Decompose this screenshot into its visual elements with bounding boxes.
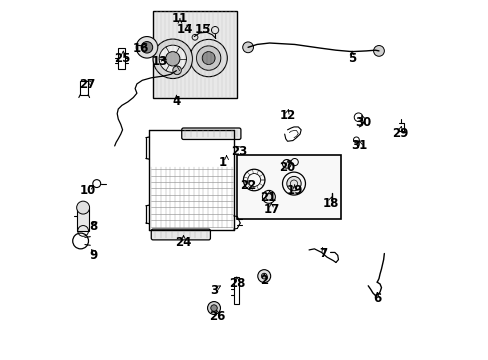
Bar bbox=[237, 155, 341, 220]
Text: 7: 7 bbox=[319, 247, 327, 260]
Text: 30: 30 bbox=[354, 116, 370, 129]
Text: 15: 15 bbox=[195, 23, 211, 36]
Text: 18: 18 bbox=[322, 197, 338, 210]
Text: 6: 6 bbox=[372, 292, 381, 305]
Text: 25: 25 bbox=[113, 51, 130, 64]
Text: 4: 4 bbox=[172, 95, 180, 108]
Text: 24: 24 bbox=[175, 236, 191, 249]
Text: 2: 2 bbox=[260, 274, 268, 287]
Circle shape bbox=[202, 51, 215, 64]
Text: 27: 27 bbox=[79, 78, 95, 91]
Circle shape bbox=[242, 42, 253, 53]
Circle shape bbox=[373, 45, 384, 56]
Circle shape bbox=[257, 270, 270, 283]
Bar bbox=[118, 48, 124, 69]
Circle shape bbox=[261, 273, 266, 279]
Circle shape bbox=[141, 41, 152, 53]
Text: 22: 22 bbox=[240, 179, 256, 192]
Text: 12: 12 bbox=[279, 109, 295, 122]
Circle shape bbox=[159, 45, 186, 72]
Text: 26: 26 bbox=[209, 310, 225, 323]
Text: 10: 10 bbox=[79, 184, 95, 197]
Polygon shape bbox=[153, 12, 237, 98]
Text: 8: 8 bbox=[89, 220, 97, 233]
Text: 1: 1 bbox=[219, 156, 226, 169]
Circle shape bbox=[136, 37, 158, 58]
Circle shape bbox=[77, 201, 89, 214]
Circle shape bbox=[153, 39, 192, 78]
Text: 16: 16 bbox=[132, 41, 148, 54]
FancyBboxPatch shape bbox=[151, 229, 210, 240]
Text: 17: 17 bbox=[263, 203, 279, 216]
Text: 28: 28 bbox=[229, 278, 245, 291]
Bar bbox=[234, 277, 239, 304]
Text: 21: 21 bbox=[259, 191, 275, 204]
Text: 3: 3 bbox=[209, 284, 218, 297]
Text: 14: 14 bbox=[177, 23, 193, 36]
Circle shape bbox=[165, 51, 180, 66]
FancyBboxPatch shape bbox=[182, 128, 241, 139]
Circle shape bbox=[210, 305, 217, 311]
Text: 9: 9 bbox=[89, 249, 97, 262]
Text: 23: 23 bbox=[230, 145, 247, 158]
Text: 13: 13 bbox=[152, 55, 168, 68]
Text: 11: 11 bbox=[171, 12, 188, 25]
Text: 20: 20 bbox=[279, 161, 295, 174]
Circle shape bbox=[207, 302, 220, 315]
Circle shape bbox=[196, 46, 221, 70]
Circle shape bbox=[328, 188, 335, 195]
Bar bbox=[77, 208, 89, 231]
Circle shape bbox=[172, 66, 181, 75]
Text: 29: 29 bbox=[391, 127, 408, 140]
Circle shape bbox=[265, 194, 271, 200]
Bar bbox=[80, 81, 88, 95]
Text: 31: 31 bbox=[350, 139, 366, 152]
Circle shape bbox=[190, 40, 227, 77]
Text: 5: 5 bbox=[347, 51, 355, 64]
Circle shape bbox=[286, 176, 301, 191]
Text: 19: 19 bbox=[286, 184, 302, 197]
